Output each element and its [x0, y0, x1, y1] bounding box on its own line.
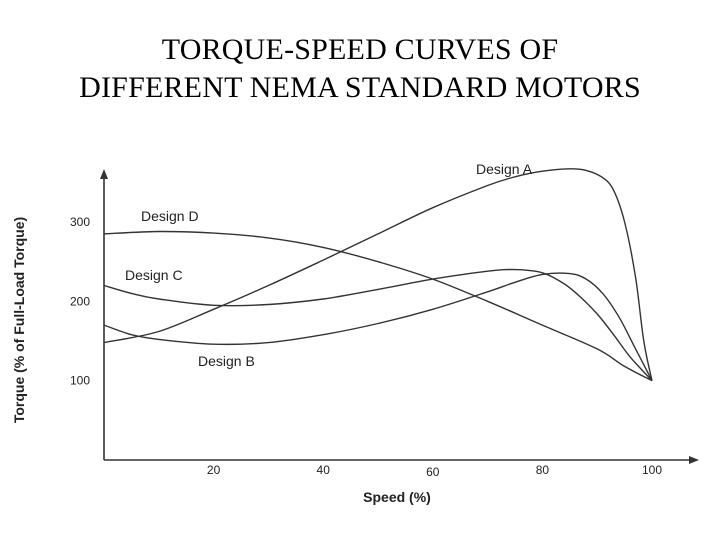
series-line-design-b	[103, 272, 653, 382]
series-labels: Design A Design B Design C Design D	[125, 161, 533, 369]
x-tick-label: 20	[207, 463, 221, 477]
x-tick-labels: 20 40 60 80 100	[207, 463, 662, 479]
series-label-design-b: Design B	[198, 353, 255, 369]
series-line-design-a	[103, 168, 653, 381]
chart-title-line-2: DIFFERENT NEMA STANDARD MOTORS	[79, 71, 641, 104]
series-curves	[103, 168, 653, 382]
x-tick-label: 60	[426, 465, 440, 479]
chart-axes	[100, 169, 699, 464]
x-axis-label: Speed (%)	[363, 489, 431, 505]
x-tick-label: 80	[536, 463, 550, 477]
chart-title-line-1: TORQUE-SPEED CURVES OF	[161, 33, 559, 66]
y-tick-label: 100	[70, 374, 90, 388]
x-tick-label: 100	[642, 463, 662, 477]
y-tick-labels: 100 200 300	[70, 215, 90, 388]
y-tick-label: 300	[70, 215, 90, 229]
x-tick-label: 40	[317, 463, 331, 477]
series-line-design-d	[103, 230, 653, 382]
y-axis-label: Torque (% of Full-Load Torque)	[11, 217, 27, 423]
series-line-design-c	[103, 268, 653, 382]
y-tick-label: 200	[70, 294, 90, 308]
series-label-design-c: Design C	[125, 267, 183, 283]
series-label-design-d: Design D	[141, 208, 199, 224]
series-label-design-a: Design A	[476, 161, 533, 177]
